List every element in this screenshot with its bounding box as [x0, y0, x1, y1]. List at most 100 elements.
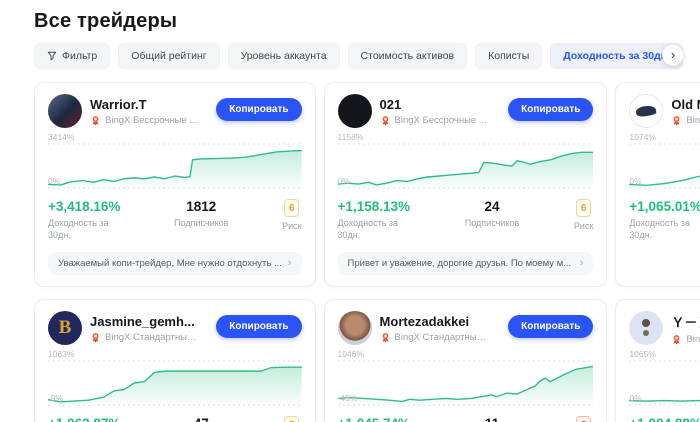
roi-sparkline: 1074% 0%	[629, 130, 700, 194]
trader-name[interactable]: Warrior.T	[90, 96, 147, 112]
filter-row: Фильтр Общий рейтинг Уровень аккаунта Стоим…	[34, 43, 690, 69]
filter-chip-4[interactable]: Кописты	[475, 43, 543, 69]
medal-icon	[92, 115, 99, 125]
trader-card[interactable]: Ｙ－Ｘ乀乙 BingX Стандартные... Копировать 10…	[615, 299, 700, 422]
filter-chip-0[interactable]: Фильтр	[34, 43, 111, 69]
filter-chip-5[interactable]: Доходность за 30дн.	[550, 43, 683, 69]
axis-min-label: 0%	[629, 176, 642, 186]
trader-name[interactable]: Old Man Crypto.	[671, 96, 700, 112]
axis-min-label: 0%	[48, 176, 61, 186]
spark-svg	[629, 130, 700, 194]
filters-scroll-next-button[interactable]: ›	[662, 44, 684, 66]
trader-name[interactable]: Mortezadakkei	[379, 313, 470, 329]
filter-bar: Фильтр Общий рейтинг Уровень аккаунта Стоим…	[34, 43, 690, 69]
stats-row: +1,045.74% Доходность за 30дн. 11 Подпис…	[338, 416, 594, 422]
medal-icon	[382, 332, 388, 343]
medal-icon	[673, 334, 680, 345]
spark-svg	[337, 130, 594, 194]
copy-button[interactable]: Копировать	[508, 98, 594, 121]
funnel-icon	[47, 51, 57, 61]
avatar[interactable]	[629, 94, 664, 128]
platform-line: BingX Стандартные...	[90, 332, 208, 343]
risk-stat: 6 Риск	[282, 199, 302, 233]
traders-page: Все трейдеры Фильтр Общий рейтинг Уровень …	[0, 10, 700, 422]
avatar[interactable]	[48, 94, 82, 128]
platform-line: BingX Бессрочные ...	[380, 115, 501, 126]
trader-card[interactable]: Old Man Crypto. BingX Стандартные... Коп…	[615, 82, 700, 288]
risk-label: Риск	[573, 221, 594, 231]
filter-chip-3[interactable]: Стоимость активов	[347, 43, 468, 69]
copy-button[interactable]: Копировать	[216, 98, 302, 121]
roi-value: +1,062.87%	[48, 416, 120, 422]
axis-max-label: 1158%	[337, 132, 364, 142]
platform-label: BingX Бессрочные ...	[394, 114, 487, 126]
card-header: Old Man Crypto. BingX Стандартные... Коп…	[629, 94, 700, 128]
trader-quote[interactable]: Привет и уважение, дорогие друзья. По мо…	[337, 252, 594, 276]
card-header: Ｙ－Ｘ乀乙 BingX Стандартные... Копировать	[629, 311, 700, 346]
roi-stat: +1,065.01% Доходность за 30дн.	[629, 199, 700, 241]
stats-row: +1,062.87% Доходность за 30дн. 47 Подпис…	[48, 416, 302, 422]
filter-chip-2[interactable]: Уровень аккаунта	[227, 43, 340, 69]
followers-stat: 1812 Подписчиков	[174, 199, 228, 230]
filter-chip-1[interactable]: Общий рейтинг	[118, 43, 220, 69]
spark-svg	[337, 347, 594, 411]
axis-max-label: 1065%	[629, 349, 656, 360]
page-title: Все трейдеры	[34, 10, 178, 32]
chevron-right-icon: ›	[579, 257, 584, 270]
risk-badge: 8	[576, 416, 592, 422]
platform-label: BingX Стандартные...	[105, 331, 200, 343]
followers-stat: 11 Подписчиков	[465, 416, 519, 422]
roi-label: Доходность за 30дн.	[48, 218, 109, 240]
avatar-glyph	[635, 104, 658, 118]
platform-label: BingX Стандартные...	[394, 331, 490, 343]
platform-line: BingX Стандартные...	[671, 334, 700, 345]
axis-min-label: -45%	[337, 393, 358, 404]
roi-value: +1,065.01%	[629, 199, 700, 214]
avatar[interactable]: B	[48, 311, 82, 346]
followers-value: 11	[485, 416, 499, 422]
trader-card[interactable]: Mortezadakkei BingX Стандартные... Копир…	[323, 299, 608, 422]
trader-card[interactable]: Warrior.T BingX Бессрочные ... Копироват…	[34, 82, 316, 288]
avatar[interactable]	[337, 311, 372, 346]
trader-identity: Mortezadakkei BingX Стандартные...	[380, 314, 501, 343]
trader-identity: Warrior.T BingX Бессрочные ...	[90, 97, 208, 126]
copy-button[interactable]: Копировать	[508, 315, 594, 339]
risk-stat: 8 Риск	[574, 416, 593, 422]
followers-stat: 24 Подписчиков	[465, 199, 519, 230]
quote-text: Привет и уважение, дорогие друзья. По мо…	[347, 258, 572, 270]
risk-badge: 5	[284, 416, 300, 422]
roi-value: +1,158.13%	[337, 199, 410, 214]
trader-quote[interactable]: Уважаемый копи-трейдер, Мне нужно отдохн…	[48, 252, 302, 276]
trader-identity: Old Man Crypto. BingX Стандартные...	[671, 97, 700, 126]
trader-name[interactable]: Ｙ－Ｘ乀乙	[671, 314, 700, 330]
filter-chip-label: Общий рейтинг	[131, 50, 207, 62]
platform-label: BingX Бессрочные ...	[105, 114, 198, 126]
avatar[interactable]	[337, 94, 372, 128]
copy-button[interactable]: Копировать	[216, 315, 302, 339]
trader-identity: Jasmine_gemh... BingX Стандартные...	[90, 314, 208, 343]
axis-max-label: 1046%	[337, 349, 365, 360]
roi-stat: +1,045.74% Доходность за 30дн.	[338, 416, 410, 422]
roi-sparkline: 1063% -9%	[48, 347, 302, 411]
platform-line: BingX Стандартные...	[380, 332, 501, 343]
spark-svg	[629, 347, 700, 411]
trader-card[interactable]: B Jasmine_gemh... BingX Стандартные... К…	[34, 299, 316, 422]
roi-stat: +1,004.88% Доходность за 30дн.	[629, 416, 700, 422]
followers-value: 47	[194, 416, 209, 422]
roi-value: +1,045.74%	[338, 416, 410, 422]
platform-line: BingX Стандартные...	[671, 115, 700, 126]
trader-name[interactable]: 021	[379, 96, 402, 112]
platform-label: BingX Стандартные...	[686, 114, 700, 126]
avatar[interactable]	[629, 311, 664, 346]
roi-sparkline: 1046% -45%	[337, 347, 594, 411]
trader-card[interactable]: 021 BingX Бессрочные ... Копировать 1158…	[323, 82, 608, 288]
followers-label: Подписчиков	[464, 218, 520, 228]
stats-row: +1,004.88% Доходность за 30дн. 3 Подписч…	[629, 416, 700, 422]
filter-chip-label: Уровень аккаунта	[240, 50, 327, 62]
roi-sparkline: 1065% 0%	[629, 347, 700, 411]
risk-stat: 5 Риск	[282, 416, 301, 422]
trader-identity: Ｙ－Ｘ乀乙 BingX Стандартные...	[671, 312, 700, 345]
axis-min-label: 0%	[629, 393, 642, 404]
chevron-right-icon: ›	[670, 46, 676, 62]
trader-name[interactable]: Jasmine_gemh...	[90, 313, 195, 329]
